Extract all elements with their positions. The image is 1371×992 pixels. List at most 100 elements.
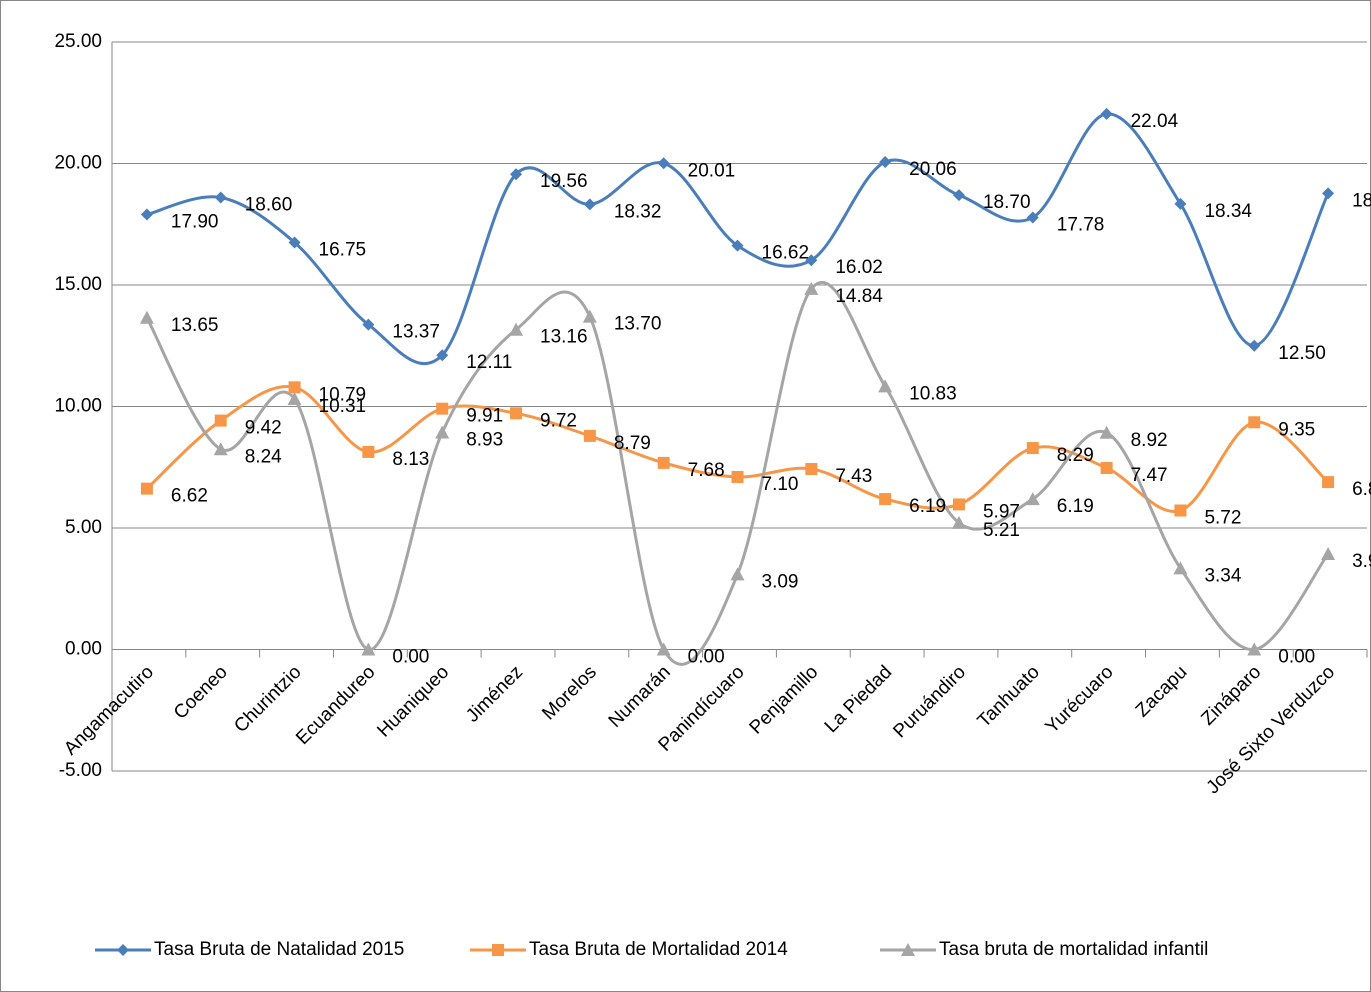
data-label: 22.04 bbox=[1131, 111, 1179, 132]
data-label: 6.89 bbox=[1352, 479, 1371, 500]
data-label: 8.13 bbox=[392, 449, 429, 470]
marker bbox=[213, 442, 228, 456]
data-label: 18.32 bbox=[614, 201, 662, 222]
marker bbox=[730, 567, 745, 581]
marker bbox=[140, 482, 153, 495]
data-label: 5.21 bbox=[983, 520, 1020, 541]
marker bbox=[656, 642, 671, 656]
marker bbox=[1248, 416, 1261, 429]
y-tick-label: 25.00 bbox=[54, 31, 102, 52]
data-label: 17.90 bbox=[171, 212, 219, 233]
data-label: 9.42 bbox=[245, 418, 282, 439]
data-label: 7.43 bbox=[835, 466, 872, 487]
data-label: 10.83 bbox=[909, 383, 957, 404]
data-label: 0.00 bbox=[392, 647, 429, 668]
marker bbox=[804, 281, 819, 295]
data-label: 20.01 bbox=[688, 160, 736, 181]
marker bbox=[878, 379, 893, 393]
marker bbox=[1173, 561, 1188, 575]
data-label: 7.10 bbox=[762, 474, 799, 495]
data-label: 3.93 bbox=[1352, 551, 1371, 572]
y-tick-label: 15.00 bbox=[54, 274, 102, 295]
data-label: 8.79 bbox=[614, 433, 651, 454]
marker bbox=[288, 381, 301, 394]
data-label: 6.19 bbox=[1057, 496, 1094, 517]
marker bbox=[1174, 504, 1187, 517]
data-label: 20.06 bbox=[909, 159, 957, 180]
marker bbox=[583, 429, 596, 442]
data-label: 8.92 bbox=[1131, 430, 1168, 451]
data-label: 9.91 bbox=[466, 406, 503, 427]
data-label: 12.11 bbox=[466, 352, 512, 373]
marker bbox=[436, 402, 449, 415]
marker bbox=[287, 391, 302, 405]
data-label: 6.19 bbox=[909, 496, 946, 517]
marker bbox=[1174, 197, 1187, 210]
marker bbox=[731, 470, 744, 483]
marker bbox=[214, 414, 227, 427]
marker bbox=[879, 156, 892, 169]
marker bbox=[139, 310, 154, 324]
data-label: 13.16 bbox=[540, 327, 588, 348]
marker bbox=[1026, 211, 1039, 224]
marker bbox=[436, 349, 449, 362]
marker bbox=[657, 157, 670, 170]
data-label: 0.00 bbox=[688, 647, 725, 668]
legend-marker bbox=[492, 944, 504, 956]
data-label: 3.34 bbox=[1204, 565, 1241, 586]
data-label: 18.34 bbox=[1204, 201, 1252, 222]
legend-marker bbox=[901, 943, 915, 956]
marker bbox=[1247, 642, 1262, 656]
marker bbox=[583, 198, 596, 211]
data-label: 19.56 bbox=[540, 171, 588, 192]
y-tick-label: -5.00 bbox=[59, 760, 102, 781]
marker bbox=[1100, 107, 1113, 120]
marker bbox=[140, 208, 153, 221]
marker bbox=[510, 168, 523, 181]
marker bbox=[362, 318, 375, 331]
marker bbox=[1025, 492, 1040, 506]
marker bbox=[288, 236, 301, 249]
data-label: 9.35 bbox=[1278, 419, 1315, 440]
marker bbox=[805, 254, 818, 267]
marker bbox=[805, 462, 818, 475]
data-label: 16.02 bbox=[835, 257, 883, 278]
y-tick-label: 0.00 bbox=[65, 639, 102, 660]
marker bbox=[952, 189, 965, 202]
marker bbox=[1322, 187, 1335, 200]
data-label: 12.50 bbox=[1278, 343, 1326, 364]
data-label: 18.60 bbox=[245, 195, 293, 216]
marker bbox=[1321, 547, 1336, 561]
y-tick-label: 5.00 bbox=[65, 517, 102, 538]
data-label: 6.62 bbox=[171, 486, 208, 507]
marker bbox=[510, 407, 523, 420]
marker bbox=[952, 498, 965, 511]
data-label: 0.00 bbox=[1278, 647, 1315, 668]
y-tick-label: 20.00 bbox=[54, 153, 102, 174]
data-label: 5.97 bbox=[983, 501, 1020, 522]
y-tick-label: 10.00 bbox=[54, 396, 102, 417]
marker bbox=[509, 322, 524, 336]
marker bbox=[214, 191, 227, 204]
data-label: 7.68 bbox=[688, 460, 725, 481]
marker bbox=[1026, 442, 1039, 455]
marker bbox=[1248, 339, 1261, 352]
data-label: 5.72 bbox=[1204, 508, 1241, 529]
data-label: 13.70 bbox=[614, 314, 662, 335]
data-label: 3.09 bbox=[762, 571, 799, 592]
data-label: 18.70 bbox=[983, 192, 1031, 213]
marker bbox=[361, 642, 376, 656]
data-label: 10.31 bbox=[319, 396, 367, 417]
data-label: 9.72 bbox=[540, 410, 577, 431]
data-label: 13.37 bbox=[392, 322, 440, 343]
data-label: 10.79 bbox=[319, 384, 367, 405]
marker bbox=[1100, 461, 1113, 474]
marker bbox=[951, 515, 966, 529]
marker bbox=[879, 493, 892, 506]
marker bbox=[582, 309, 597, 323]
data-label: 8.24 bbox=[245, 446, 282, 467]
data-label: 8.93 bbox=[466, 430, 503, 451]
marker bbox=[1322, 476, 1335, 489]
data-label: 16.62 bbox=[762, 243, 810, 264]
